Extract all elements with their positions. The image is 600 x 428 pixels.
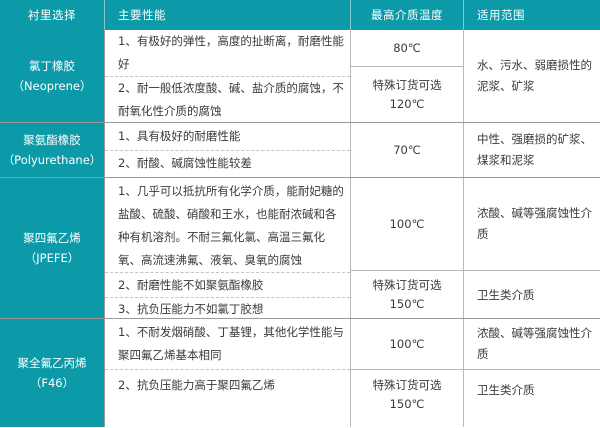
- property-item: 3、抗负压能力不如氯丁胶想: [105, 297, 350, 321]
- table-row: 氯丁橡胶 （Neoprene） 1、有极好的弹性，高度的扯断离，耐磨性能好 2、…: [0, 30, 600, 122]
- temperature-item: 特殊订货可选 150℃: [351, 369, 463, 428]
- temperature-line-1: 特殊订货可选: [372, 378, 442, 392]
- property-item: 1、几乎可以抵抗所有化学介质，能耐妃糖的盐酸、硫酸、硝酸和王水，也能耐浓碱和各种…: [118, 184, 344, 267]
- temperature-cell: 100℃ 特殊订货可选 150℃: [351, 178, 464, 318]
- material-name-zh: 聚全氟乙丙烯: [17, 356, 87, 370]
- temperature-line-2: 120℃: [389, 96, 425, 111]
- scope-item: 浓酸、碱等强腐蚀性介质: [477, 206, 592, 241]
- scope-cell: 中性、强磨损的矿浆、煤浆和泥浆: [464, 123, 600, 177]
- properties-cell: 1、不耐发烟硝酸、丁基锂，其他化学性能与聚四氟乙烯基本相同 2、抗负压能力高于聚…: [105, 319, 351, 427]
- property-item: 2、耐一般低浓度酸、碱、盐介质的腐蚀，不耐氧化性介质的腐蚀: [105, 76, 350, 123]
- temperature-item: 100℃: [351, 319, 463, 369]
- scope-item: 中性、强磨损的矿浆、煤浆和泥浆: [477, 132, 592, 167]
- temperature-line-2: 150℃: [389, 297, 425, 311]
- column-header-lining-selection: 衬里选择: [0, 0, 105, 30]
- material-name-en: （JPEFE）: [24, 251, 80, 265]
- temperature-item: 100℃: [351, 178, 463, 270]
- scope-item: 水、污水、弱磨损性的泥浆、矿浆: [477, 58, 592, 93]
- scope-cell: 浓酸、碱等强腐蚀性介质 卫生类介质: [464, 319, 600, 427]
- material-name-zh: 聚氨酯橡胶: [23, 133, 81, 147]
- temperature-line-1: 80℃: [393, 40, 421, 55]
- material-name-en: （F46）: [29, 376, 75, 390]
- material-name-cell: 聚氨酯橡胶 （Polyurethane）: [0, 123, 105, 177]
- temperature-item: 70℃: [351, 123, 463, 177]
- column-header-applicable-scope: 适用范围: [477, 8, 525, 22]
- temperature-item: 特殊订货可选 120℃: [351, 66, 463, 122]
- properties-cell: 1、几乎可以抵抗所有化学介质，能耐妃糖的盐酸、硫酸、硝酸和王水，也能耐浓碱和各种…: [105, 178, 351, 318]
- material-name-cell: 氯丁橡胶 （Neoprene）: [0, 30, 105, 122]
- property-item: 1、有极好的弹性，高度的扯断离，耐磨性能好: [118, 34, 344, 71]
- column-header-main-properties: 主要性能: [105, 0, 351, 30]
- scope-cell: 水、污水、弱磨损性的泥浆、矿浆: [464, 30, 600, 122]
- temperature-cell: 70℃: [351, 123, 464, 177]
- table-row: 聚全氟乙丙烯 （F46） 1、不耐发烟硝酸、丁基锂，其他化学性能与聚四氟乙烯基本…: [0, 318, 600, 427]
- temperature-item: 特殊订货可选 150℃: [351, 270, 463, 319]
- column-header-max-medium-temperature: 最高介质温度: [351, 0, 464, 30]
- material-name-en: （Polyurethane）: [2, 153, 102, 167]
- table-row: 聚四氟乙烯 （JPEFE） 1、几乎可以抵抗所有化学介质，能耐妃糖的盐酸、硫酸、…: [0, 177, 600, 318]
- temperature-cell: 80℃ 特殊订货可选 120℃: [351, 30, 464, 122]
- scope-item: 卫生类介质: [464, 270, 600, 319]
- temperature-item: 80℃: [351, 30, 463, 66]
- property-item: 2、耐磨性能不如聚氨酯橡胶: [105, 272, 350, 297]
- table-header-row: 衬里选择 主要性能 最高介质温度 适用范围: [0, 0, 600, 30]
- property-item: 1、具有极好的耐磨性能: [118, 128, 241, 143]
- material-name-en: （Neoprene）: [12, 79, 92, 93]
- temperature-line-1: 100℃: [389, 336, 425, 351]
- properties-cell: 1、有极好的弹性，高度的扯断离，耐磨性能好 2、耐一般低浓度酸、碱、盐介质的腐蚀…: [105, 30, 351, 122]
- table-row: 聚氨酯橡胶 （Polyurethane） 1、具有极好的耐磨性能 2、耐酸、碱腐…: [0, 122, 600, 177]
- material-name-zh: 聚四氟乙烯: [23, 231, 81, 245]
- scope-item: 浓酸、碱等强腐蚀性介质: [477, 326, 592, 361]
- material-name-cell: 聚全氟乙丙烯 （F46）: [0, 319, 105, 427]
- material-name-zh: 氯丁橡胶: [29, 59, 75, 73]
- temperature-line-1: 特殊订货可选: [372, 278, 442, 292]
- table-body: 氯丁橡胶 （Neoprene） 1、有极好的弹性，高度的扯断离，耐磨性能好 2、…: [0, 30, 600, 427]
- temperature-cell: 100℃ 特殊订货可选 150℃: [351, 319, 464, 427]
- scope-item: 卫生类介质: [464, 369, 600, 428]
- property-item: 1、不耐发烟硝酸、丁基锂，其他化学性能与聚四氟乙烯基本相同: [118, 325, 344, 362]
- property-item: 2、耐酸、碱腐蚀性能较差: [105, 149, 350, 178]
- temperature-line-2: 150℃: [389, 397, 425, 411]
- temperature-line-1: 100℃: [389, 216, 425, 231]
- temperature-line-1: 70℃: [393, 142, 421, 157]
- scope-cell: 浓酸、碱等强腐蚀性介质 卫生类介质: [464, 178, 600, 318]
- property-item: 2、抗负压能力高于聚四氟乙烯: [105, 369, 350, 428]
- temperature-line-1: 特殊订货可选: [372, 77, 442, 92]
- material-name-cell: 聚四氟乙烯 （JPEFE）: [0, 178, 105, 318]
- properties-cell: 1、具有极好的耐磨性能 2、耐酸、碱腐蚀性能较差: [105, 123, 351, 177]
